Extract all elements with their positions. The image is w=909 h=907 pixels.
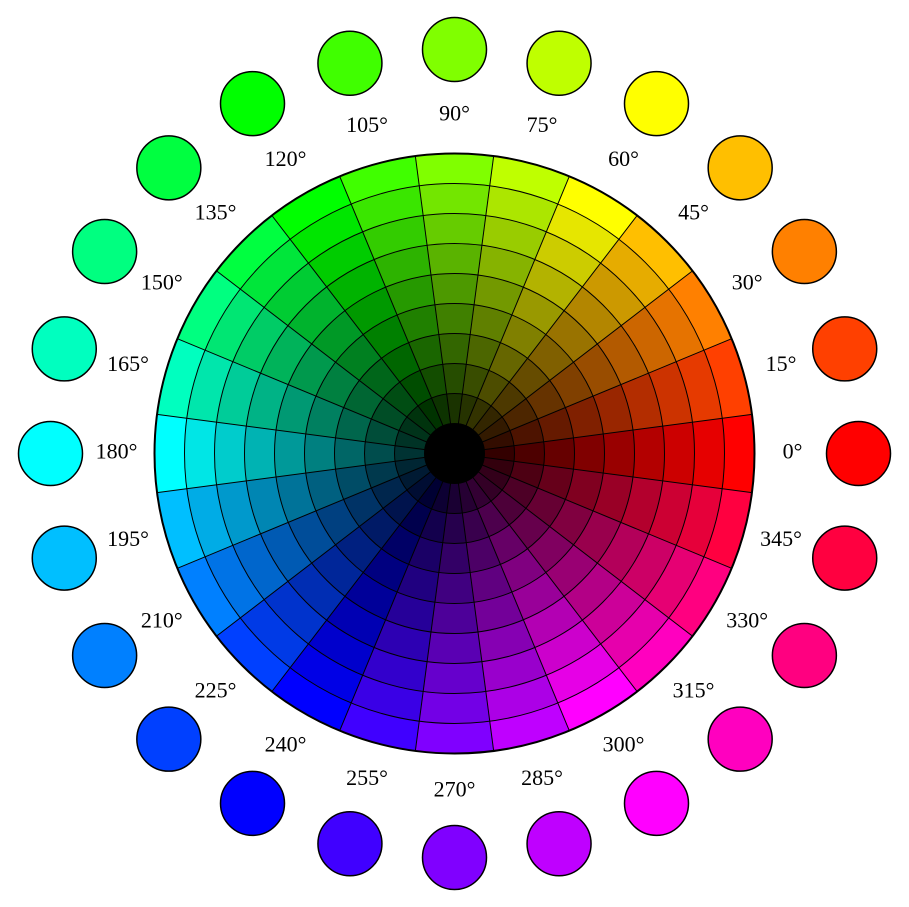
wheel-cell [439, 543, 470, 574]
wheel-cell [419, 184, 489, 216]
wheel-cell [335, 438, 366, 469]
wheel-cell [435, 304, 474, 335]
degree-label: 0° [783, 439, 803, 464]
hue-swatch [772, 624, 836, 688]
degree-label: 165° [107, 351, 149, 376]
degree-label: 330° [726, 608, 768, 633]
hue-swatch [32, 526, 96, 590]
hue-swatch [625, 72, 689, 136]
degree-label: 105° [346, 112, 388, 137]
hue-swatch [221, 72, 285, 136]
degree-label: 300° [603, 731, 645, 756]
hue-swatch [527, 812, 591, 876]
hue-swatch [137, 136, 201, 200]
wheel-cell [663, 422, 695, 485]
wheel-cell [692, 418, 724, 488]
hue-swatch [527, 31, 591, 95]
hue-swatch [813, 526, 877, 590]
degree-label: 30° [732, 270, 763, 295]
wheel-cell [431, 602, 478, 633]
degree-label: 240° [265, 731, 307, 756]
degree-label: 285° [521, 765, 563, 790]
degree-label: 135° [195, 200, 237, 225]
hue-swatch [813, 317, 877, 381]
hue-swatch [318, 31, 382, 95]
degree-label: 345° [760, 526, 802, 551]
degree-label: 195° [107, 526, 149, 551]
hue-swatch [772, 220, 836, 284]
wheel-cell [722, 414, 754, 492]
degree-label: 15° [766, 351, 797, 376]
center-dot [425, 424, 485, 484]
wheel-cell [215, 422, 247, 485]
hue-swatch [221, 771, 285, 835]
wheel-cell [415, 154, 493, 186]
degree-label: 150° [141, 270, 183, 295]
degree-label: 255° [346, 765, 388, 790]
degree-label: 60° [608, 146, 639, 171]
hsv-color-wheel: 0° 15° 30° 45° 60° 75° 90° 105° 120° 135° 150° 165°… [0, 0, 909, 907]
wheel-cell [415, 721, 493, 753]
hue-swatch [423, 18, 487, 82]
hue-swatch [625, 771, 689, 835]
degree-label: 210° [141, 608, 183, 633]
hue-swatch [827, 422, 891, 486]
wheel-cell [427, 244, 482, 276]
wheel-cell [427, 632, 482, 664]
hue-swatch [73, 624, 137, 688]
wheel-cell [155, 414, 187, 492]
hue-swatch [32, 317, 96, 381]
degree-label: 75° [527, 112, 558, 137]
degree-label: 45° [678, 200, 709, 225]
hue-swatch [318, 812, 382, 876]
wheel-cell [419, 691, 489, 723]
degree-label: 180° [96, 439, 138, 464]
degree-label: 120° [265, 146, 307, 171]
degree-label: 315° [673, 678, 715, 703]
wheel-cell [245, 426, 277, 481]
hue-swatch [708, 136, 772, 200]
wheel-cell [435, 572, 474, 603]
hue-swatch [708, 707, 772, 771]
degree-label: 225° [195, 678, 237, 703]
wheel-cell [275, 430, 306, 477]
wheel-cell [544, 438, 575, 469]
wheel-cell [423, 214, 486, 246]
wheel-cell [573, 434, 604, 473]
hue-swatch [19, 422, 83, 486]
wheel-cell [431, 274, 478, 305]
wheel-cell [633, 426, 665, 481]
degree-label: 90° [439, 101, 470, 126]
hue-swatch [137, 707, 201, 771]
hue-swatch [73, 220, 137, 284]
degree-label: 270° [434, 777, 476, 802]
wheel-cell [439, 334, 470, 365]
wheel-cell [423, 662, 486, 694]
wheel-cell [185, 418, 217, 488]
wheel-cell [603, 430, 634, 477]
wheel-cell [305, 434, 336, 473]
hue-swatch [423, 826, 487, 890]
